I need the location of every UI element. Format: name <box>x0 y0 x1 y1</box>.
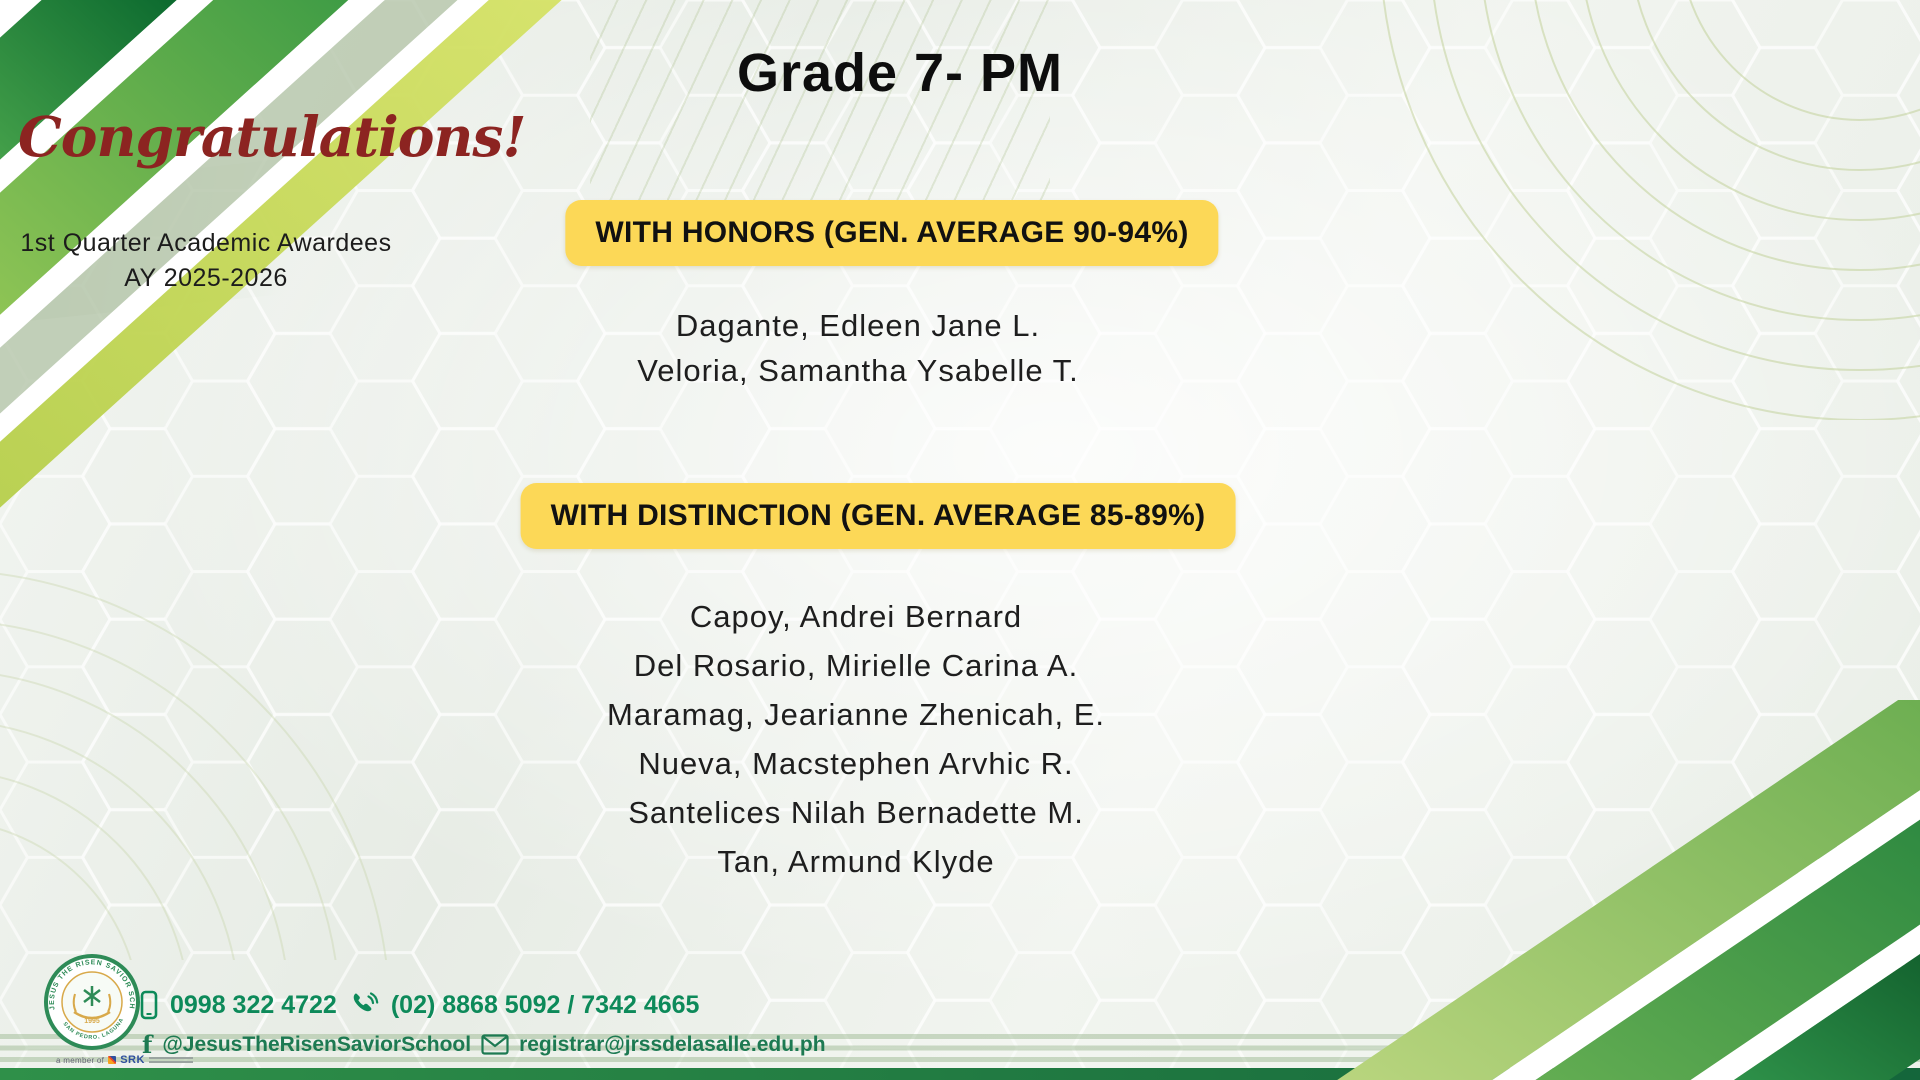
with-honors-badge: WITH HONORS (GEN. AVERAGE 90-94%) <box>565 200 1219 266</box>
distinction-name-list: Capoy, Andrei Bernard Del Rosario, Mirie… <box>607 592 1105 886</box>
distinction-name: Del Rosario, Mirielle Carina A. <box>633 648 1079 683</box>
chevron-decoration-bottom-right <box>1337 700 1920 1080</box>
member-note-text: a member of <box>56 1055 105 1065</box>
facebook-icon: f <box>142 1030 153 1059</box>
distinction-name: Santelices Nilah Bernadette M. <box>628 795 1084 830</box>
distinction-name: Maramag, Jearianne Zhenicah, E. <box>607 697 1105 732</box>
honors-name-list: Dagante, Edleen Jane L. Veloria, Samanth… <box>637 303 1078 393</box>
mobile-phone-icon <box>140 990 158 1020</box>
grade-section-title: Grade 7- PM <box>736 43 1064 103</box>
with-distinction-badge: WITH DISTINCTION (GEN. AVERAGE 85-89%) <box>520 483 1236 549</box>
distinction-name: Tan, Armund Klyde <box>717 844 995 879</box>
distinction-name: Capoy, Andrei Bernard <box>689 599 1023 634</box>
honors-name: Veloria, Samantha Ysabelle T. <box>637 353 1079 388</box>
subtitle-line-2: AY 2025-2026 <box>124 264 288 292</box>
subtitle-line-1: 1st Quarter Academic Awardees <box>20 229 392 257</box>
mobile-phone-number: 0998 322 4722 <box>170 990 337 1019</box>
member-fineprint-lines <box>148 1057 193 1063</box>
seal-star-emblem <box>83 986 101 1006</box>
chevron-decoration-top-left <box>0 0 562 508</box>
phone-call-icon <box>353 992 379 1012</box>
congratulations-script-heading: Congratulations! <box>18 104 527 169</box>
member-organization-mark: a member of SRK <box>56 1054 193 1066</box>
school-seal-logo: JESUS THE RISEN SAVIOR SCHOOL INTERNATIO… <box>44 954 140 1050</box>
landline-number: (02) 8868 5092 / 7342 4665 <box>390 990 700 1019</box>
honors-name: Dagante, Edleen Jane L. <box>675 308 1041 343</box>
poster-subtitle: 1st Quarter Academic Awardees AY 2025-20… <box>20 226 392 296</box>
contact-row-phones: 0998 322 4722 (02) 8868 5092 / 7342 4665 <box>140 990 699 1020</box>
member-logo-text: SRK <box>120 1054 145 1066</box>
contact-row-social: f @JesusTheRisenSaviorSchool registrar@j… <box>142 1030 826 1059</box>
member-logo-mark-icon <box>108 1056 117 1064</box>
seal-laurel-sides <box>72 993 112 1013</box>
seal-year: 1995 <box>84 1018 100 1025</box>
arc-lines-bottom-left <box>0 573 387 960</box>
distinction-name: Nueva, Macstephen Arvhic R. <box>638 746 1074 781</box>
facebook-handle: @JesusTheRisenSaviorSchool <box>162 1032 472 1056</box>
arc-lines-top-right <box>1382 0 1920 420</box>
seal-laurel <box>73 1010 111 1020</box>
envelope-icon <box>481 1034 509 1055</box>
registrar-email: registrar@jrssdelasalle.edu.ph <box>519 1032 826 1056</box>
